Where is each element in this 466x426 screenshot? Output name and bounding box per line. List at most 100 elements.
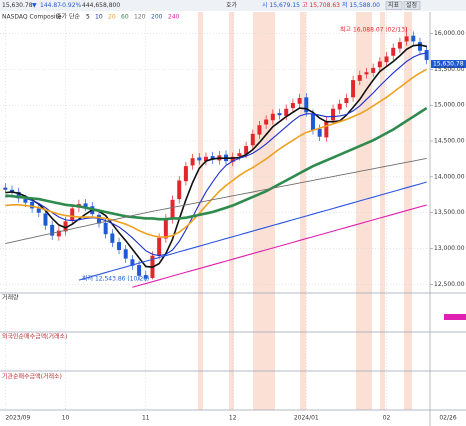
panel-title: 외국인순매수금액(거래소) — [2, 333, 67, 341]
ma-line — [132, 204, 427, 288]
toolbar-change-pct: -0.92% — [60, 2, 82, 9]
candle-body — [264, 119, 269, 125]
y-tick-label: 14,500.00 — [434, 138, 465, 145]
candle-body — [324, 120, 329, 138]
panel-title: 기관순매수금액(거래소) — [2, 373, 62, 381]
panel-marker — [444, 314, 466, 320]
y-tick-label: 12,500.00 — [434, 281, 465, 288]
x-tick-label: 10 — [62, 415, 70, 422]
candle-body — [63, 221, 68, 232]
candle-body — [83, 203, 88, 207]
candle-body — [337, 103, 342, 110]
y-tick-label: 14,000.00 — [434, 173, 465, 180]
toolbar-change: 144.87 — [40, 2, 61, 9]
candle-body — [137, 265, 142, 276]
candle-body — [177, 180, 182, 200]
candle-body — [391, 47, 396, 56]
x-tick-label: 11 — [142, 415, 150, 422]
legend: NASDAQ Composite 종가 단순 5 10 20 60 120 200 240 — [2, 13, 180, 21]
price-box-label: 15,630.78 — [433, 61, 464, 68]
candle-body — [117, 242, 122, 250]
band — [300, 12, 306, 410]
candle-body — [103, 222, 108, 235]
x-tick-label: 12 — [229, 415, 237, 422]
ma-label: 종가 단순 — [56, 13, 80, 21]
legend-entry: 120 — [134, 14, 146, 21]
candle-body — [357, 75, 362, 81]
candle-body — [257, 125, 262, 135]
candle-body — [203, 156, 208, 162]
candle-body — [417, 42, 422, 51]
ma-line — [5, 52, 427, 257]
candle-body — [331, 108, 336, 121]
price-box — [431, 60, 466, 68]
candle-body — [310, 113, 315, 131]
button[interactable] — [403, 1, 421, 10]
candle-body — [210, 156, 215, 160]
annotation: 최저 12,543.86 (10/26) — [82, 275, 149, 283]
toolbar-volume: 444,658,800 — [82, 2, 120, 9]
button-label[interactable]: 지표 — [388, 1, 400, 9]
legend-entry: 5 — [86, 14, 90, 21]
candle-body — [384, 56, 389, 63]
candle-body — [43, 213, 48, 226]
candle-body — [377, 61, 382, 68]
y-tick-label: 15,000.00 — [434, 102, 465, 109]
ma-line — [5, 68, 428, 238]
legend-entry: 200 — [151, 14, 163, 21]
candle-body — [404, 36, 409, 42]
x-tick-label: 2023/09 — [5, 415, 30, 422]
candle-body — [190, 158, 195, 166]
band — [229, 12, 234, 410]
ma-line — [5, 44, 427, 269]
band — [356, 12, 372, 410]
candle-body — [3, 187, 8, 190]
x-tick-label: 2024/01 — [294, 415, 319, 422]
toolbar-arrow: ▼ — [32, 2, 37, 9]
candle-body — [244, 146, 249, 154]
annotation: 최고 16,088.07 (02/13) — [340, 26, 407, 34]
candle-body — [344, 98, 349, 104]
toolbar-quote[interactable]: 호가 — [226, 1, 238, 9]
candle-body — [411, 35, 416, 42]
candle-body — [351, 80, 356, 98]
candle-body — [30, 201, 35, 209]
band — [253, 12, 275, 410]
button[interactable] — [385, 1, 403, 10]
candle-body — [364, 72, 369, 75]
candle-body — [304, 97, 309, 113]
candle-body — [163, 218, 168, 239]
y-tick-label: 13,500.00 — [434, 209, 465, 216]
candle-body — [197, 157, 202, 161]
legend-entry: 20 — [108, 14, 116, 21]
candle-body — [277, 113, 282, 116]
candle-body — [317, 128, 322, 137]
x-tick-label: 02 — [383, 415, 391, 422]
chart-title: NASDAQ Composite — [2, 14, 62, 21]
candle-body — [183, 166, 188, 182]
ma-line — [5, 106, 428, 221]
candle-body — [297, 98, 302, 104]
toolbar-price: 15,630.78 — [2, 2, 33, 9]
candle-body — [170, 199, 175, 220]
toolbar-low: 저 15,588.00 — [342, 1, 380, 9]
candle-body — [23, 199, 28, 203]
y-tick-label: 16,000.00 — [434, 30, 465, 37]
candle-body — [397, 42, 402, 49]
candle-body — [56, 230, 61, 237]
candle-body — [424, 49, 429, 60]
band — [404, 12, 412, 410]
toolbar-open: 시 15,679.15 — [262, 2, 300, 9]
y-tick-label: 13,000.00 — [434, 245, 465, 252]
candle-body — [16, 191, 21, 199]
candle-body — [110, 233, 115, 243]
candle-body — [371, 67, 376, 73]
toolbar-high: 고 15,708.63 — [302, 2, 340, 9]
toolbar — [0, 0, 466, 11]
candle-body — [130, 259, 135, 266]
x-tick-label: 02/26 — [439, 415, 456, 422]
ma-line — [5, 158, 427, 244]
ma-line — [78, 181, 427, 281]
panel-title: 거래량 — [2, 294, 19, 302]
button-label[interactable]: 설정 — [406, 1, 417, 9]
